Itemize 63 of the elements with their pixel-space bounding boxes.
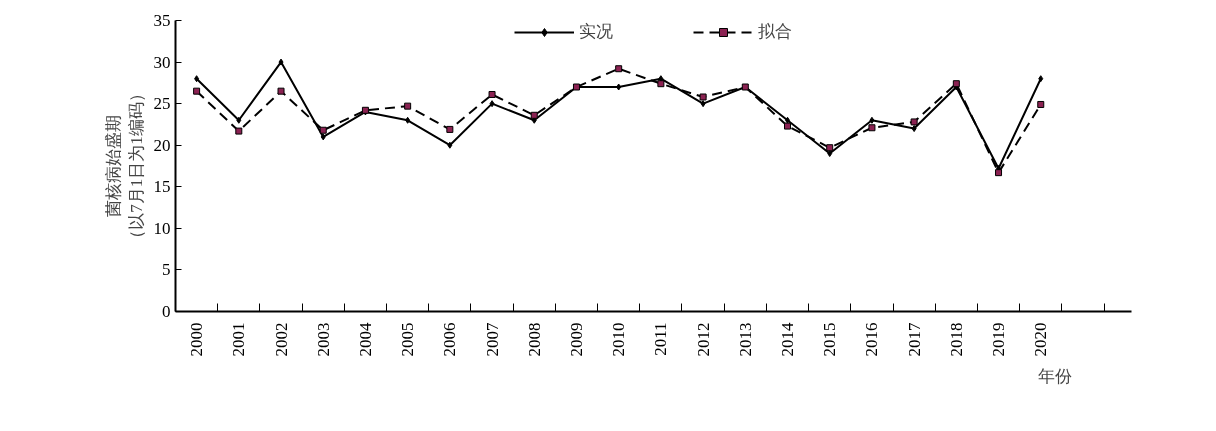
point bbox=[530, 111, 538, 119]
y-tick-label: 10 bbox=[153, 218, 171, 238]
x-tick-label: 2001 bbox=[229, 322, 249, 357]
y-tick-label: 15 bbox=[153, 177, 171, 197]
point bbox=[236, 116, 242, 124]
point bbox=[319, 126, 327, 134]
x-tick-label: 2002 bbox=[271, 322, 291, 357]
x-tick-label: 2005 bbox=[398, 322, 418, 357]
legend-label: 拟合 bbox=[758, 21, 792, 43]
y-tick-label: 0 bbox=[162, 302, 171, 321]
y-tick-label: 30 bbox=[153, 52, 171, 72]
point bbox=[868, 124, 876, 132]
point bbox=[616, 83, 622, 91]
x-axis-title: 年份 bbox=[1037, 366, 1072, 386]
point bbox=[911, 125, 917, 133]
point bbox=[827, 150, 833, 158]
point bbox=[615, 65, 623, 73]
point bbox=[910, 118, 918, 126]
point bbox=[657, 80, 665, 88]
legend-label: 实况 bbox=[579, 21, 613, 43]
y-axis-title: 菌核病始盛期（以7月1日为1编码） bbox=[103, 85, 146, 247]
x-tick-label: 2007 bbox=[482, 322, 502, 357]
point bbox=[488, 91, 496, 98]
x-tick-label: 2014 bbox=[778, 322, 798, 357]
x-tick-label: 2006 bbox=[440, 322, 460, 357]
point bbox=[235, 127, 243, 135]
y-tick-label: 35 bbox=[153, 11, 171, 30]
point bbox=[193, 87, 201, 95]
x-tick-label: 2017 bbox=[904, 322, 924, 357]
x-tick-label: 2009 bbox=[566, 322, 586, 357]
point bbox=[278, 58, 284, 66]
y-tick-label: 20 bbox=[153, 135, 171, 155]
point bbox=[995, 169, 1003, 177]
x-tick-label: 2013 bbox=[735, 322, 755, 357]
point bbox=[1037, 100, 1045, 108]
y-tick-label: 25 bbox=[153, 94, 171, 114]
x-tick-label: 2010 bbox=[609, 322, 629, 357]
x-tick-label: 2020 bbox=[1031, 322, 1051, 357]
point bbox=[784, 122, 792, 130]
point bbox=[869, 116, 875, 124]
point bbox=[447, 141, 453, 149]
point bbox=[826, 144, 834, 152]
x-tick-label: 2015 bbox=[820, 322, 840, 357]
x-tick-label: 2004 bbox=[355, 322, 375, 357]
x-tick-label: 2018 bbox=[946, 322, 966, 357]
point bbox=[194, 75, 200, 83]
x-tick-label: 2000 bbox=[187, 322, 207, 357]
x-tick-label: 2016 bbox=[862, 322, 882, 357]
x-tick-label: 2011 bbox=[651, 322, 671, 356]
x-tick-label: 2008 bbox=[524, 322, 544, 357]
point bbox=[446, 125, 454, 133]
point bbox=[404, 102, 412, 110]
point bbox=[699, 93, 707, 101]
point bbox=[700, 100, 706, 108]
point bbox=[320, 133, 326, 141]
point bbox=[405, 116, 411, 124]
x-tick-label: 2019 bbox=[989, 322, 1009, 357]
x-tick-label: 2012 bbox=[693, 322, 713, 357]
point bbox=[277, 87, 285, 95]
point bbox=[1038, 75, 1044, 83]
y-tick-label: 5 bbox=[162, 260, 171, 280]
point bbox=[489, 100, 495, 108]
x-tick-label: 2003 bbox=[313, 322, 333, 357]
